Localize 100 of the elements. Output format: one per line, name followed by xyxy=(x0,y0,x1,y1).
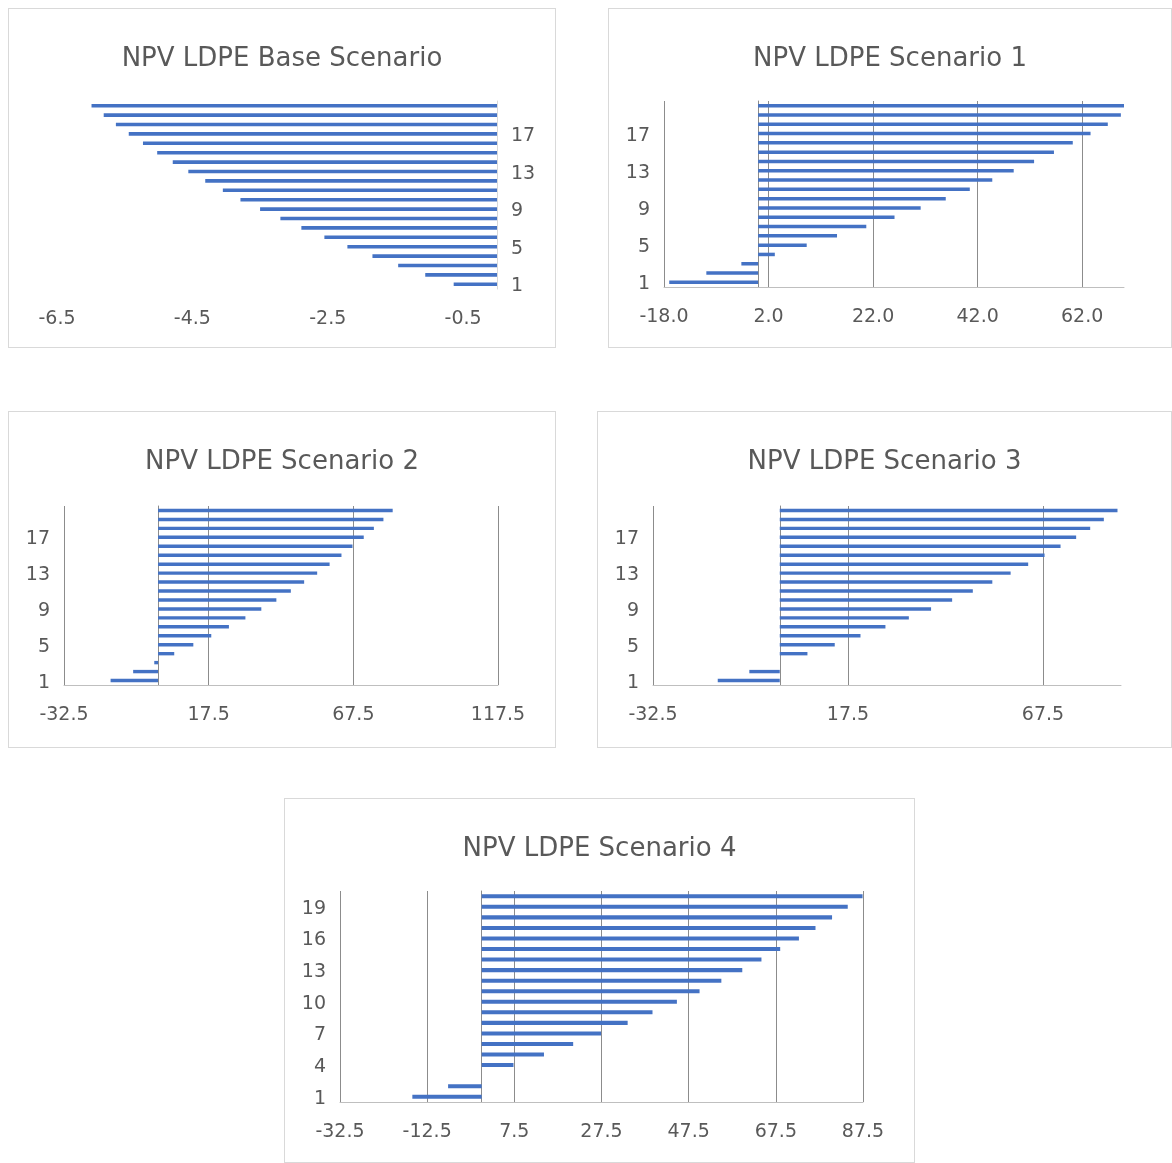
x-tick-label: 117.5 xyxy=(470,701,526,724)
x-tick-label: 27.5 xyxy=(580,1118,623,1141)
y-tick-label: 5 xyxy=(511,235,524,258)
y-tick-label: 10 xyxy=(301,990,326,1013)
bar xyxy=(779,589,973,593)
x-tick-label: 67.5 xyxy=(754,1118,797,1141)
y-tick-label: 16 xyxy=(301,927,326,950)
x-tick-label: -12.5 xyxy=(402,1118,452,1141)
bar xyxy=(481,999,677,1004)
bar xyxy=(158,607,262,611)
x-tick-label: -6.5 xyxy=(38,305,76,328)
bar xyxy=(779,562,1029,566)
bar xyxy=(481,968,743,973)
y-tick-label: 1 xyxy=(313,1085,326,1108)
bar xyxy=(779,598,953,602)
y-tick-label: 4 xyxy=(313,1054,326,1077)
bar xyxy=(481,1063,514,1068)
x-tick-label: 67.5 xyxy=(332,701,375,724)
chart-title: NPV LDPE Scenario 4 xyxy=(462,832,737,862)
bar xyxy=(154,660,159,665)
bar xyxy=(758,215,895,220)
bar xyxy=(779,607,932,611)
bar xyxy=(481,1031,602,1036)
y-tick-label: 5 xyxy=(637,234,650,257)
x-tick-label: -2.5 xyxy=(309,305,347,328)
chart-title: NPV LDPE Scenario 3 xyxy=(747,445,1022,475)
x-tick-label: 17.5 xyxy=(187,701,230,724)
bar xyxy=(758,243,807,247)
bar xyxy=(481,915,833,920)
x-tick-label: 67.5 xyxy=(1021,701,1065,724)
y-tick-label: 13 xyxy=(625,159,650,182)
bar xyxy=(481,947,781,952)
bar xyxy=(758,234,838,238)
bar xyxy=(481,1020,628,1025)
bar xyxy=(481,1010,653,1015)
y-tick-label: 1 xyxy=(37,669,50,692)
y-tick-label: 13 xyxy=(25,562,50,585)
bar xyxy=(758,150,1054,154)
x-tick-label: -18.0 xyxy=(639,303,689,326)
bar xyxy=(758,113,1121,117)
x-tick-label: 17.5 xyxy=(826,701,870,724)
bar xyxy=(481,957,762,962)
y-tick-label: 1 xyxy=(511,273,524,296)
chart-title: NPV LDPE Scenario 2 xyxy=(145,445,419,475)
bar xyxy=(158,580,305,584)
bar xyxy=(158,625,229,629)
bar xyxy=(779,580,993,584)
x-tick-label: -32.5 xyxy=(628,701,678,724)
bar xyxy=(481,904,848,909)
bar xyxy=(481,894,863,899)
x-tick-label: 2.0 xyxy=(753,303,784,326)
chart-title: NPV LDPE Base Scenario xyxy=(121,42,443,72)
bar xyxy=(158,598,277,602)
bar xyxy=(158,616,246,620)
bar xyxy=(481,925,816,930)
bar xyxy=(158,562,330,566)
y-tick-label: 17 xyxy=(511,122,536,145)
x-tick-label: -32.5 xyxy=(39,701,89,724)
y-tick-label: 5 xyxy=(626,633,639,656)
y-tick-label: 1 xyxy=(637,271,650,294)
bar xyxy=(758,168,1014,173)
bar xyxy=(158,589,291,593)
x-tick-label: 87.5 xyxy=(841,1118,885,1141)
bar xyxy=(481,989,700,994)
chart-title: NPV LDPE Scenario 1 xyxy=(753,42,1027,72)
bar xyxy=(481,936,799,941)
y-tick-label: 17 xyxy=(614,526,639,549)
x-tick-label: 47.5 xyxy=(667,1118,710,1141)
bar xyxy=(481,978,722,983)
bar xyxy=(741,261,759,266)
y-tick-label: 13 xyxy=(511,160,536,183)
bar xyxy=(758,141,1073,145)
y-tick-label: 17 xyxy=(25,526,50,549)
y-tick-label: 13 xyxy=(614,562,639,585)
bar xyxy=(481,1052,544,1057)
x-tick-label: -0.5 xyxy=(444,305,482,328)
y-tick-label: 5 xyxy=(37,633,50,656)
y-tick-label: 9 xyxy=(37,597,50,620)
bar xyxy=(758,206,921,210)
bar xyxy=(779,571,1011,575)
bar xyxy=(706,271,759,275)
y-tick-label: 9 xyxy=(637,196,650,219)
x-tick-label: 7.5 xyxy=(499,1118,530,1141)
bar xyxy=(779,616,909,620)
y-tick-label: 17 xyxy=(625,122,650,145)
bar xyxy=(758,178,993,182)
y-tick-label: 9 xyxy=(626,597,639,620)
y-tick-label: 9 xyxy=(511,198,524,221)
x-tick-label: 42.0 xyxy=(956,303,999,326)
x-tick-label: -4.5 xyxy=(173,305,211,328)
bar xyxy=(749,669,780,674)
y-tick-label: 13 xyxy=(301,959,326,982)
x-tick-label: -32.5 xyxy=(315,1118,365,1141)
bar xyxy=(481,1041,574,1046)
bar xyxy=(412,1094,482,1099)
y-tick-label: 7 xyxy=(313,1022,326,1045)
bar xyxy=(448,1084,482,1089)
x-tick-label: 22.0 xyxy=(851,303,895,326)
bar xyxy=(758,122,1108,127)
y-tick-label: 19 xyxy=(301,895,326,918)
